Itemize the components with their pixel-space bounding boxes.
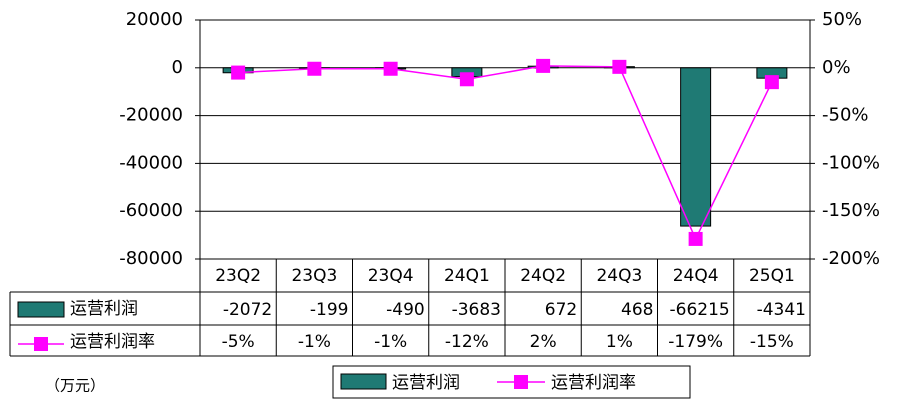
table-value: -15% [750,332,794,352]
table-value: 1% [606,332,633,352]
y-tick-label: -20000 [119,105,183,126]
table-value: -66215 [670,300,730,320]
x-tick-label: 24Q3 [596,266,642,286]
legend-marker [514,375,528,389]
rate-marker [459,72,474,87]
table-value: 2% [530,332,557,352]
y2-tick-label: 50% [822,9,862,30]
unit-note: （万元） [45,377,105,395]
x-tick-label: 24Q4 [673,266,719,286]
y-tick-label: 0 [172,57,183,78]
rate-marker [612,59,627,74]
table-value: -1% [374,332,407,352]
x-tick-label: 25Q1 [749,266,795,286]
table-value: -490 [386,300,425,320]
rate-marker [688,231,703,246]
legend-label: 运营利润率 [70,332,155,352]
legend-label: 运营利润 [392,373,460,393]
table-value: -12% [445,332,489,352]
y-tick-label: 20000 [126,9,183,30]
rate-marker [231,65,246,80]
y2-tick-label: 0% [822,57,851,78]
table-value: -179% [668,332,723,352]
plot-border [199,19,811,260]
table-value: -199 [310,300,349,320]
table-value: 468 [621,300,653,320]
legend-marker [34,337,48,351]
x-tick-label: 24Q2 [520,266,566,286]
x-tick-label: 24Q1 [444,266,490,286]
table-value: -4341 [757,300,806,320]
y-tick-label: -60000 [119,200,183,221]
table-value: -2072 [223,300,272,320]
legend-swatch [17,301,65,318]
rate-marker [764,75,779,90]
legend-swatch [340,373,387,390]
rate-marker [383,61,398,76]
y-tick-label: -80000 [119,248,183,269]
rate-marker [536,58,551,73]
y2-tick-label: -50% [822,105,869,126]
x-tick-label: 23Q2 [215,266,261,286]
legend-label: 运营利润率 [551,373,636,393]
table-value: 672 [545,300,577,320]
y2-tick-label: -100% [822,152,880,173]
legend-label: 运营利润 [70,299,138,319]
y2-tick-label: -150% [822,200,880,221]
x-tick-label: 23Q4 [368,266,414,286]
rate-line [238,65,773,241]
table-value: -1% [298,332,331,352]
y2-tick-label: -200% [822,248,880,269]
bar [680,67,712,227]
rate-marker [307,61,322,76]
x-tick-label: 23Q3 [291,266,337,286]
table-value: -3683 [452,300,501,320]
y-tick-label: -40000 [119,152,183,173]
table-value: -5% [222,332,255,352]
